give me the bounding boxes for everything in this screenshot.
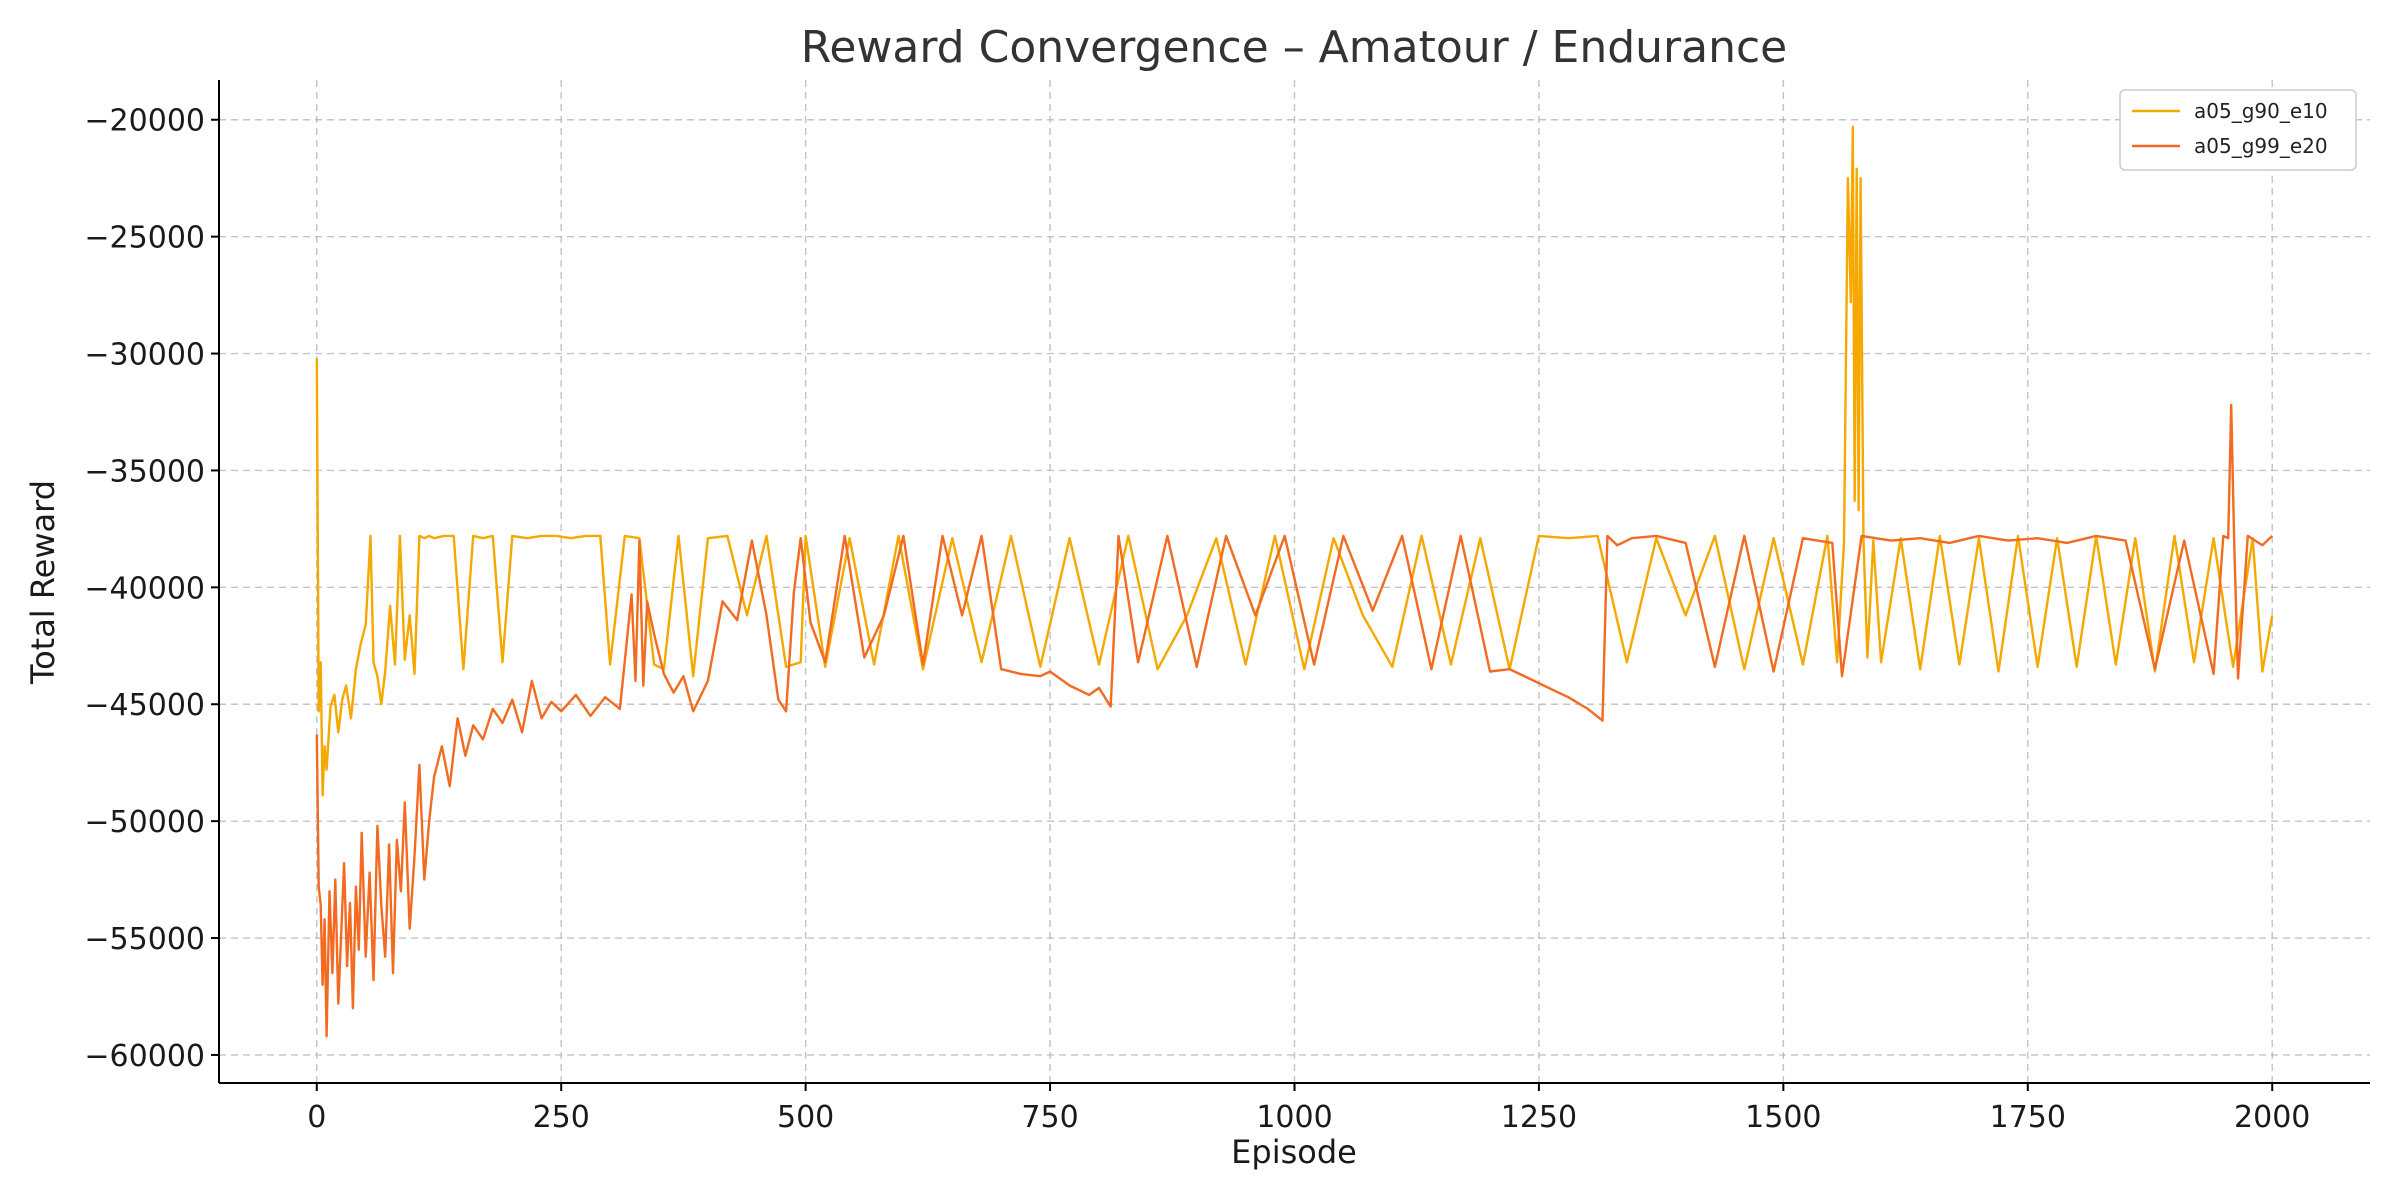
y-tick-label: −20000	[84, 104, 205, 139]
x-axis-label: Episode	[1231, 1133, 1357, 1171]
legend: a05_g90_e10 a05_g99_e20	[2119, 89, 2357, 171]
x-tick-label: 1000	[1256, 1100, 1332, 1135]
y-axis-label: Total Reward	[24, 480, 62, 685]
y-tick-label: −30000	[84, 338, 205, 373]
x-tick-label: 1250	[1501, 1100, 1577, 1135]
y-tick-label: −40000	[84, 571, 205, 606]
legend-label-a05_g99_e20: a05_g99_e20	[2194, 134, 2328, 158]
y-tick-label: −45000	[84, 688, 205, 723]
x-tick-label: 2000	[2234, 1100, 2310, 1135]
y-tick-label: −55000	[84, 922, 205, 957]
x-tick-label: 1500	[1745, 1100, 1821, 1135]
y-tick-label: −25000	[84, 221, 205, 256]
y-tick-label: −60000	[84, 1039, 205, 1074]
x-tick-label: 250	[533, 1100, 590, 1135]
chart-title: Reward Convergence – Amatour / Endurance	[801, 22, 1788, 73]
ticks: 0 250 500 750 1000 1250 1500 1750 2000 −20000 −250…	[84, 104, 2310, 1135]
x-tick-label: 1750	[1990, 1100, 2066, 1135]
series-line-a05_g99_e20	[315, 403, 2274, 1038]
x-tick-label: 750	[1021, 1100, 1078, 1135]
x-tick-label: 0	[307, 1100, 326, 1135]
x-tick-label: 500	[777, 1100, 834, 1135]
series-lines	[315, 125, 2274, 1038]
y-tick-label: −50000	[84, 805, 205, 840]
y-tick-label: −35000	[84, 454, 205, 489]
legend-label-a05_g90_e10: a05_g90_e10	[2194, 99, 2328, 123]
